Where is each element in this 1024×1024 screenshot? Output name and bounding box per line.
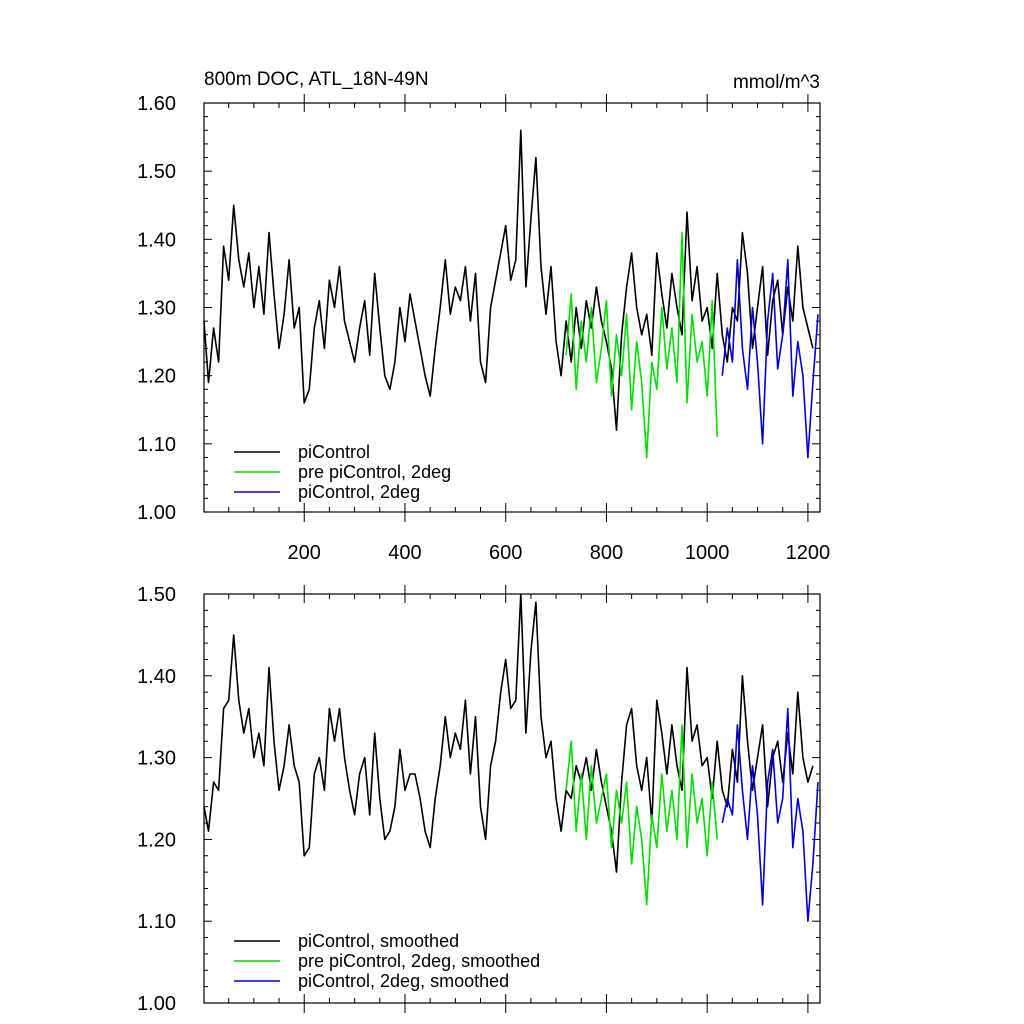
units-label: mmol/m^3 [733,72,820,93]
y-tick-label: 1.00 [137,993,176,1015]
y-tick-label: 1.00 [137,502,176,524]
top-axis-ticks [204,94,820,522]
bottom-axis-ticks [204,585,820,1013]
y-tick-label: 1.10 [137,911,176,933]
series-line-0 [203,593,814,873]
x-tick-label: 400 [388,542,421,564]
y-tick-label: 1.50 [137,161,176,183]
legend-label-2: piControl, 2deg, smoothed [298,971,509,991]
bottom-panel: 1.00 1.10 1.20 1.30 1.40 1.50 piControl, smoo… [137,584,821,1015]
y-tick-label: 1.30 [137,748,176,770]
legend-label-0: piControl [298,442,370,462]
legend-label-1: pre piControl, 2deg [298,462,451,482]
chart-title: 800m DOC, ATL_18N-49N [204,69,429,90]
legend-label-1: pre piControl, 2deg, smoothed [298,951,540,971]
y-tick-label: 1.60 [137,93,176,115]
x-tick-label: 1000 [685,542,730,564]
y-tick-label: 1.40 [137,229,176,251]
y-tick-label: 1.40 [137,666,176,688]
series-line-1 [565,231,718,459]
x-tick-label: 800 [590,542,623,564]
top-panel: 800m DOC, ATL_18N-49N mmol/m^3 1.001.101… [137,69,830,564]
top-y-tick-labels: 1.00 1.10 1.20 1.30 1.40 1.50 1.60 [137,93,176,524]
x-tick-label: 1200 [786,542,831,564]
series-line-0 [203,129,814,432]
series-line-1 [565,724,718,906]
series-line-2 [721,707,819,923]
x-tick-label: 600 [489,542,522,564]
y-tick-label: 1.50 [137,584,176,606]
series-line-2 [721,258,819,459]
y-tick-label: 1.20 [137,366,176,388]
top-plot-frame [203,102,821,513]
y-tick-label: 1.20 [137,829,176,851]
legend-label-0: piControl, smoothed [298,931,459,951]
top-series-layer [203,129,819,459]
bottom-series-layer [203,593,819,923]
x-tick-label: 200 [288,542,321,564]
y-tick-label: 1.30 [137,298,176,320]
legend-label-2: piControl, 2deg [298,482,420,502]
bottom-y-tick-labels: 1.00 1.10 1.20 1.30 1.40 1.50 [137,584,176,1015]
top-x-tick-labels: 200 400 600 800 1000 1200 [288,542,831,564]
bottom-plot-frame [203,593,821,1004]
y-tick-label: 1.10 [137,434,176,456]
